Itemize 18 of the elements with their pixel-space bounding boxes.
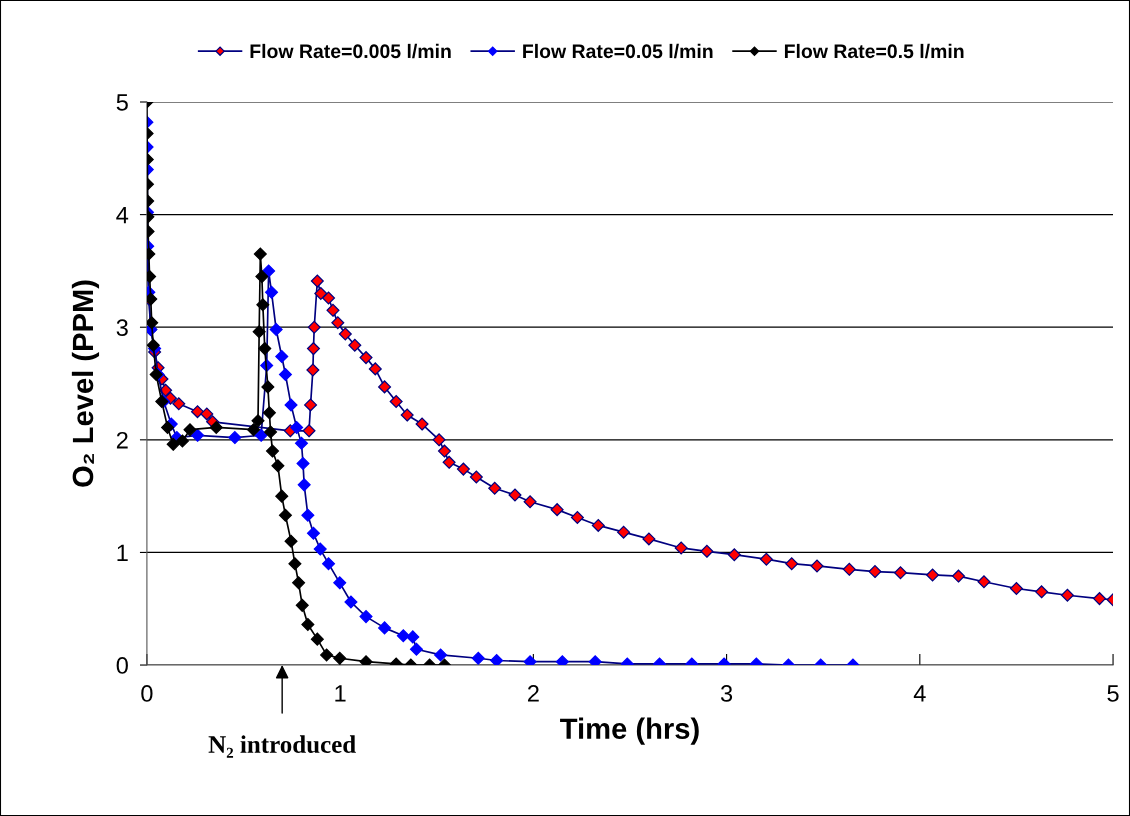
y-tick-label: 2: [116, 431, 128, 449]
y-tick-label: 1: [117, 544, 128, 561]
x-tick-label: 5: [1107, 685, 1119, 702]
x-axis-title: Time (hrs): [560, 717, 699, 745]
legend-label: Flow Rate=0.05 l/min: [523, 43, 713, 59]
y-tick-label: 4: [116, 206, 129, 224]
legend-label: Flow Rate=0.005 l/min: [250, 43, 451, 59]
x-tick-label: 1: [335, 685, 346, 702]
x-tick-label: 3: [720, 685, 733, 702]
x-tick-label: 4: [913, 685, 926, 702]
y-tick-label: 3: [116, 319, 128, 336]
x-tick-label: 2: [527, 685, 539, 702]
y-tick-label: 0: [116, 657, 128, 674]
y-tick-label: 5: [116, 94, 128, 111]
legend-label: Flow Rate=0.5 l/min: [784, 43, 964, 59]
text: N₂ introduced: [208, 735, 356, 758]
x-tick-label: 0: [141, 685, 153, 702]
y-axis-title: O₂ Level (PPM): [71, 280, 100, 487]
